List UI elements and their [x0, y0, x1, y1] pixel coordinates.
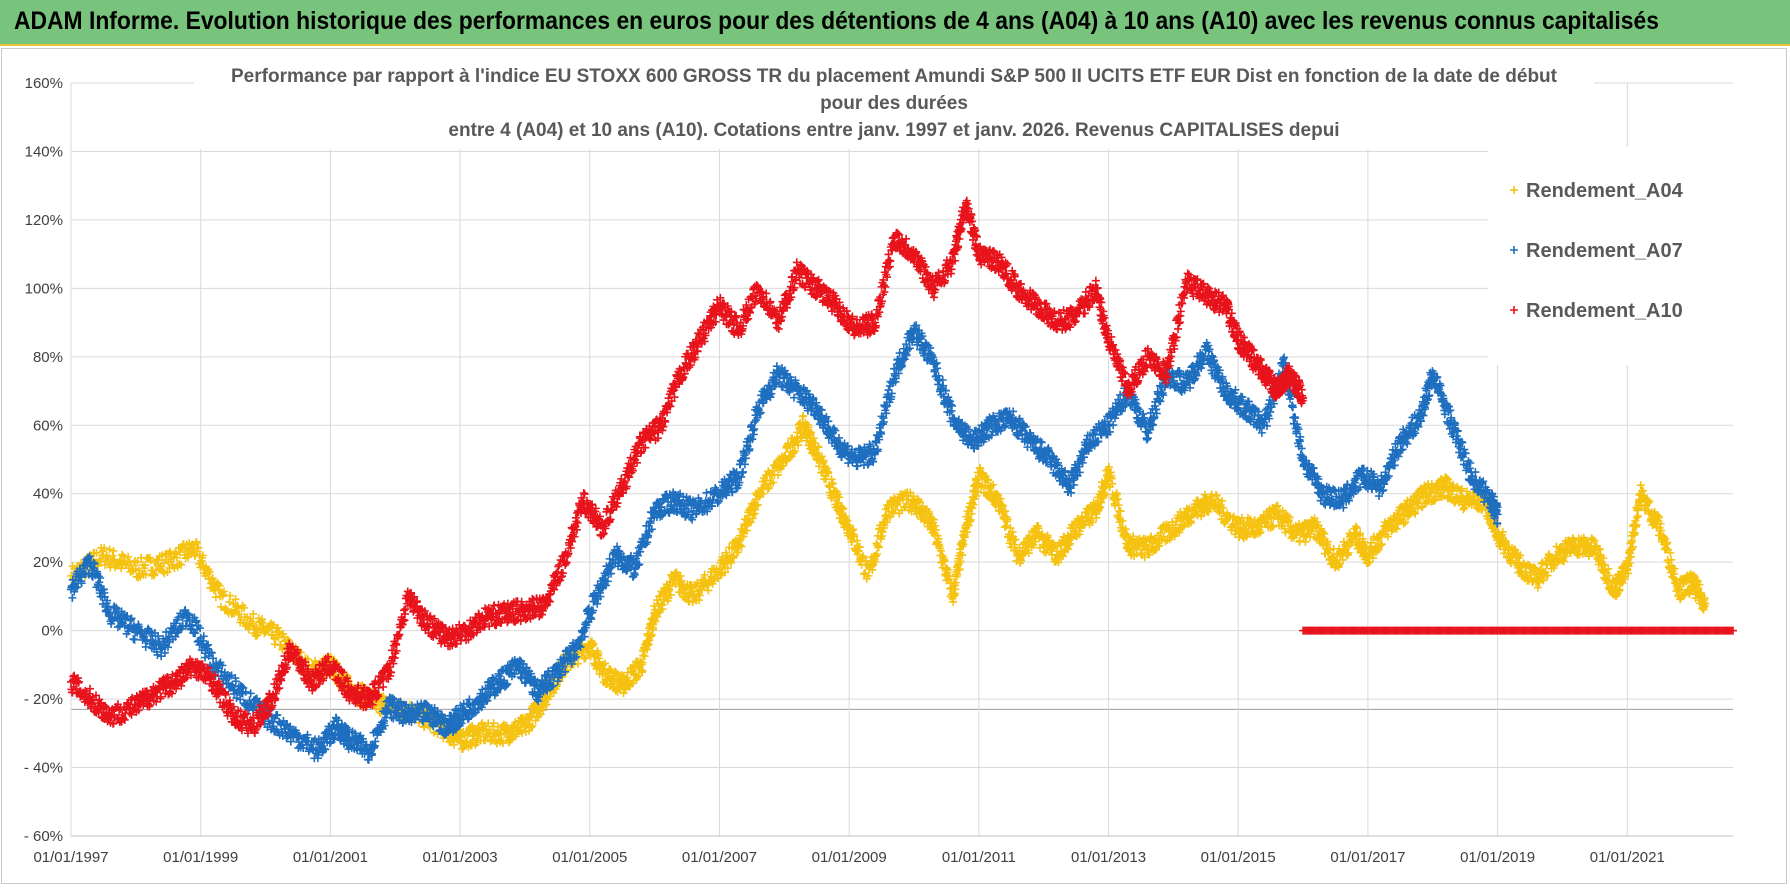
data-point — [1002, 522, 1010, 530]
y-axis-labels: 160% 140% 120% 100% 80% 60% 40% 20% 0% - 20% - 40%… — [24, 75, 63, 845]
x-tick-label: 01/01/2003 — [423, 849, 498, 866]
chart-area: 160% 140% 120% 100% 80% 60% 40% 20% 0% - 20% - 40%… — [1, 48, 1787, 884]
banner-title: ADAM Informe. Evolution historique des p… — [14, 7, 1659, 36]
data-point — [702, 489, 710, 497]
gridlines — [71, 83, 1733, 836]
data-point — [247, 689, 255, 697]
x-tick-label: 01/01/2013 — [1071, 849, 1146, 866]
data-point — [1213, 491, 1221, 499]
data-point — [1534, 584, 1542, 592]
x-tick-label: 01/01/2017 — [1330, 849, 1405, 866]
y-tick-label: - 40% — [24, 760, 63, 777]
x-tick-label: 01/01/2009 — [812, 849, 887, 866]
x-tick-label: 01/01/2001 — [293, 849, 368, 866]
y-tick-label: 140% — [25, 143, 63, 160]
x-tick-label: 01/01/1997 — [33, 849, 108, 866]
x-tick-label: 01/01/1999 — [163, 849, 238, 866]
y-tick-label: 20% — [33, 554, 63, 571]
data-point — [109, 547, 117, 555]
data-point — [1301, 538, 1309, 546]
y-tick-label: - 60% — [24, 828, 63, 845]
y-tick-label: 100% — [25, 280, 63, 297]
series-Rendement_A04 — [67, 412, 1709, 753]
y-tick-label: - 20% — [24, 691, 63, 708]
x-tick-label: 01/01/2005 — [552, 849, 627, 866]
data-point — [739, 468, 747, 476]
title-banner: ADAM Informe. Evolution historique des p… — [0, 0, 1790, 46]
x-tick-label: 01/01/2015 — [1201, 849, 1276, 866]
x-tick-label: 01/01/2021 — [1590, 849, 1665, 866]
performance-scatter-chart: 160% 140% 120% 100% 80% 60% 40% 20% 0% - 20% - 40%… — [2, 49, 1788, 885]
data-points — [67, 197, 1737, 764]
y-tick-label: 160% — [25, 75, 63, 92]
y-tick-label: 120% — [25, 212, 63, 229]
x-axis-labels: 01/01/1997 01/01/1999 01/01/2001 01/01/2003… — [33, 849, 1664, 866]
data-point — [131, 636, 139, 644]
x-tick-label: 01/01/2011 — [942, 849, 1016, 866]
x-tick-label: 01/01/2019 — [1460, 849, 1535, 866]
y-tick-label: 80% — [33, 349, 63, 366]
y-tick-label: 40% — [33, 486, 63, 503]
y-tick-label: 60% — [33, 417, 63, 434]
data-point — [799, 412, 807, 420]
y-tick-label: 0% — [41, 623, 63, 640]
x-tick-label: 01/01/2007 — [682, 849, 757, 866]
data-point — [68, 594, 76, 602]
